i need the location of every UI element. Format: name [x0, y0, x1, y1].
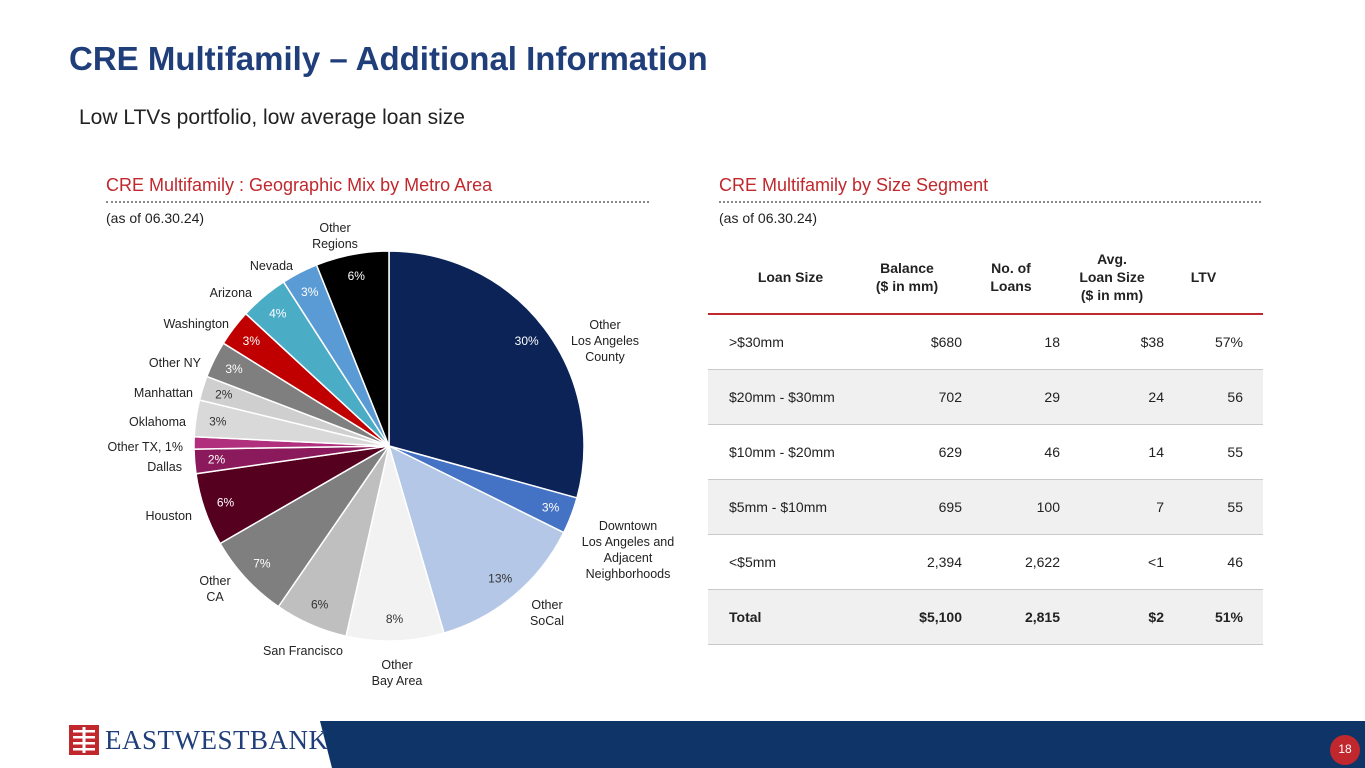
table-cell: 29: [962, 369, 1060, 425]
pie-category-label: Manhattan: [134, 386, 193, 400]
pie-category-label: Other SoCal: [530, 598, 564, 628]
size-segment-table: Loan Size Balance ($ in mm) No. of Loans Avg.…: [708, 240, 1263, 645]
table-cell: >$30mm: [708, 314, 852, 370]
table-cell: 51%: [1164, 589, 1263, 645]
table-cell: 2,815: [962, 589, 1060, 645]
table-row: $20mm - $30mm 702 29 24 56: [708, 369, 1263, 425]
table-row: >$30mm $680 18 $38 57%: [708, 314, 1263, 370]
pie-percent-label: 3%: [209, 414, 227, 428]
table-cell: $5mm - $10mm: [708, 479, 852, 535]
table-cell: 46: [962, 424, 1060, 480]
column-header: Loan Size: [708, 240, 852, 315]
table-cell: 629: [852, 424, 962, 480]
table-row: $10mm - $20mm 629 46 14 55: [708, 424, 1263, 480]
pie-category-label: Other CA: [199, 574, 230, 604]
column-header: LTV: [1164, 240, 1263, 315]
pie-percent-label: 2%: [215, 388, 233, 402]
pie-percent-label: 30%: [515, 334, 539, 348]
pie-slice: [387, 444, 565, 635]
table-cell: 24: [1060, 369, 1164, 425]
column-header: Avg. Loan Size ($ in mm): [1060, 240, 1164, 315]
table-row: <$5mm 2,394 2,622 <1 46: [708, 534, 1263, 590]
table-cell: $38: [1060, 314, 1164, 370]
size-section-title: CRE Multifamily by Size Segment: [719, 175, 989, 195]
table-cell: <$5mm: [708, 534, 852, 590]
table-cell: 55: [1164, 424, 1263, 480]
table-cell: 7: [1060, 479, 1164, 535]
pie-category-label: San Francisco: [263, 644, 343, 658]
size-as-of-date: (as of 06.30.24): [719, 210, 818, 226]
geo-as-of-date: (as of 06.30.24): [106, 210, 205, 226]
pie-percent-label: 6%: [348, 269, 366, 283]
page-subtitle: Low LTVs portfolio, low average loan siz…: [79, 106, 465, 129]
pie-percent-label: 8%: [386, 612, 404, 626]
geo-section-divider: [106, 201, 649, 203]
pie-percent-label: 2%: [208, 453, 226, 467]
table-cell: 56: [1164, 369, 1263, 425]
table-cell: 695: [852, 479, 962, 535]
pie-category-label: Washington: [163, 317, 229, 331]
pie-slice: [388, 250, 585, 499]
pie-percent-label: 3%: [243, 334, 261, 348]
pie-category-label: Other TX, 1%: [108, 440, 184, 454]
east-west-bank-logo: EASTWESTBANK: [69, 725, 329, 755]
pie-slice: [345, 443, 445, 642]
pie-percent-label: 7%: [253, 556, 271, 570]
table-cell: $20mm - $30mm: [708, 369, 852, 425]
pie-category-label: Other Bay Area: [372, 658, 423, 688]
pie-slice: [315, 250, 390, 447]
pie-percent-label: 3%: [542, 501, 560, 515]
table-cell: 14: [1060, 424, 1164, 480]
footer-band: [320, 721, 1365, 768]
size-section-divider: [719, 201, 1261, 203]
table-header-row: Loan Size Balance ($ in mm) No. of Loans Avg.…: [708, 240, 1263, 315]
pie-percent-label: 3%: [225, 362, 243, 376]
pie-category-label: Other Los Angeles County: [571, 318, 639, 364]
pie-slices: [193, 250, 585, 642]
pie-percent-label: 6%: [311, 597, 329, 611]
pie-category-label: Arizona: [210, 286, 252, 300]
pie-percent-label: 13%: [488, 572, 512, 586]
table-cell: 55: [1164, 479, 1263, 535]
table-row: $5mm - $10mm 695 100 7 55: [708, 479, 1263, 535]
column-header: Balance ($ in mm): [852, 240, 962, 315]
table-cell: 2,394: [852, 534, 962, 590]
table-cell: 46: [1164, 534, 1263, 590]
pie-category-label: Other Regions: [312, 221, 358, 251]
table-cell: $680: [852, 314, 962, 370]
table-cell: 2,622: [962, 534, 1060, 590]
table-cell: $5,100: [852, 589, 962, 645]
geographic-mix-pie-chart: 30% Other Los Angeles County 3% Downtown Los A…: [108, 221, 675, 688]
pie-category-label: Dallas: [147, 460, 182, 474]
pie-category-label: Oklahoma: [129, 415, 186, 429]
table-cell: $2: [1060, 589, 1164, 645]
table-cell: 702: [852, 369, 962, 425]
table-cell: <1: [1060, 534, 1164, 590]
column-header: No. of Loans: [962, 240, 1060, 315]
table-total-row: Total $5,100 2,815 $2 51%: [708, 589, 1263, 645]
pie-labels: 30% Other Los Angeles County 3% Downtown Los A…: [108, 221, 675, 688]
pie-category-label: Downtown Los Angeles and Adjacent Neighborh…: [582, 519, 674, 581]
geo-section-title: CRE Multifamily : Geographic Mix by Metr…: [106, 175, 493, 195]
pie-percent-label: 4%: [269, 306, 287, 320]
table-cell: 100: [962, 479, 1060, 535]
table-cell: 18: [962, 314, 1060, 370]
table-cell: Total: [708, 589, 852, 645]
page-title: CRE Multifamily – Additional Information: [69, 40, 708, 77]
pie-category-label: Houston: [145, 509, 192, 523]
page-number: 18: [1330, 735, 1360, 765]
bank-logo-icon: [69, 725, 99, 755]
pie-category-label: Nevada: [250, 259, 293, 273]
table-cell: 57%: [1164, 314, 1263, 370]
pie-category-label: Other NY: [149, 356, 202, 370]
pie-percent-label: 6%: [217, 496, 235, 510]
logo-text: EASTWESTBANK: [105, 724, 329, 755]
table-body: >$30mm $680 18 $38 57% $20mm - $30mm 702 29 24 56…: [708, 314, 1263, 645]
table-cell: $10mm - $20mm: [708, 424, 852, 480]
pie-percent-label: 3%: [301, 285, 319, 299]
